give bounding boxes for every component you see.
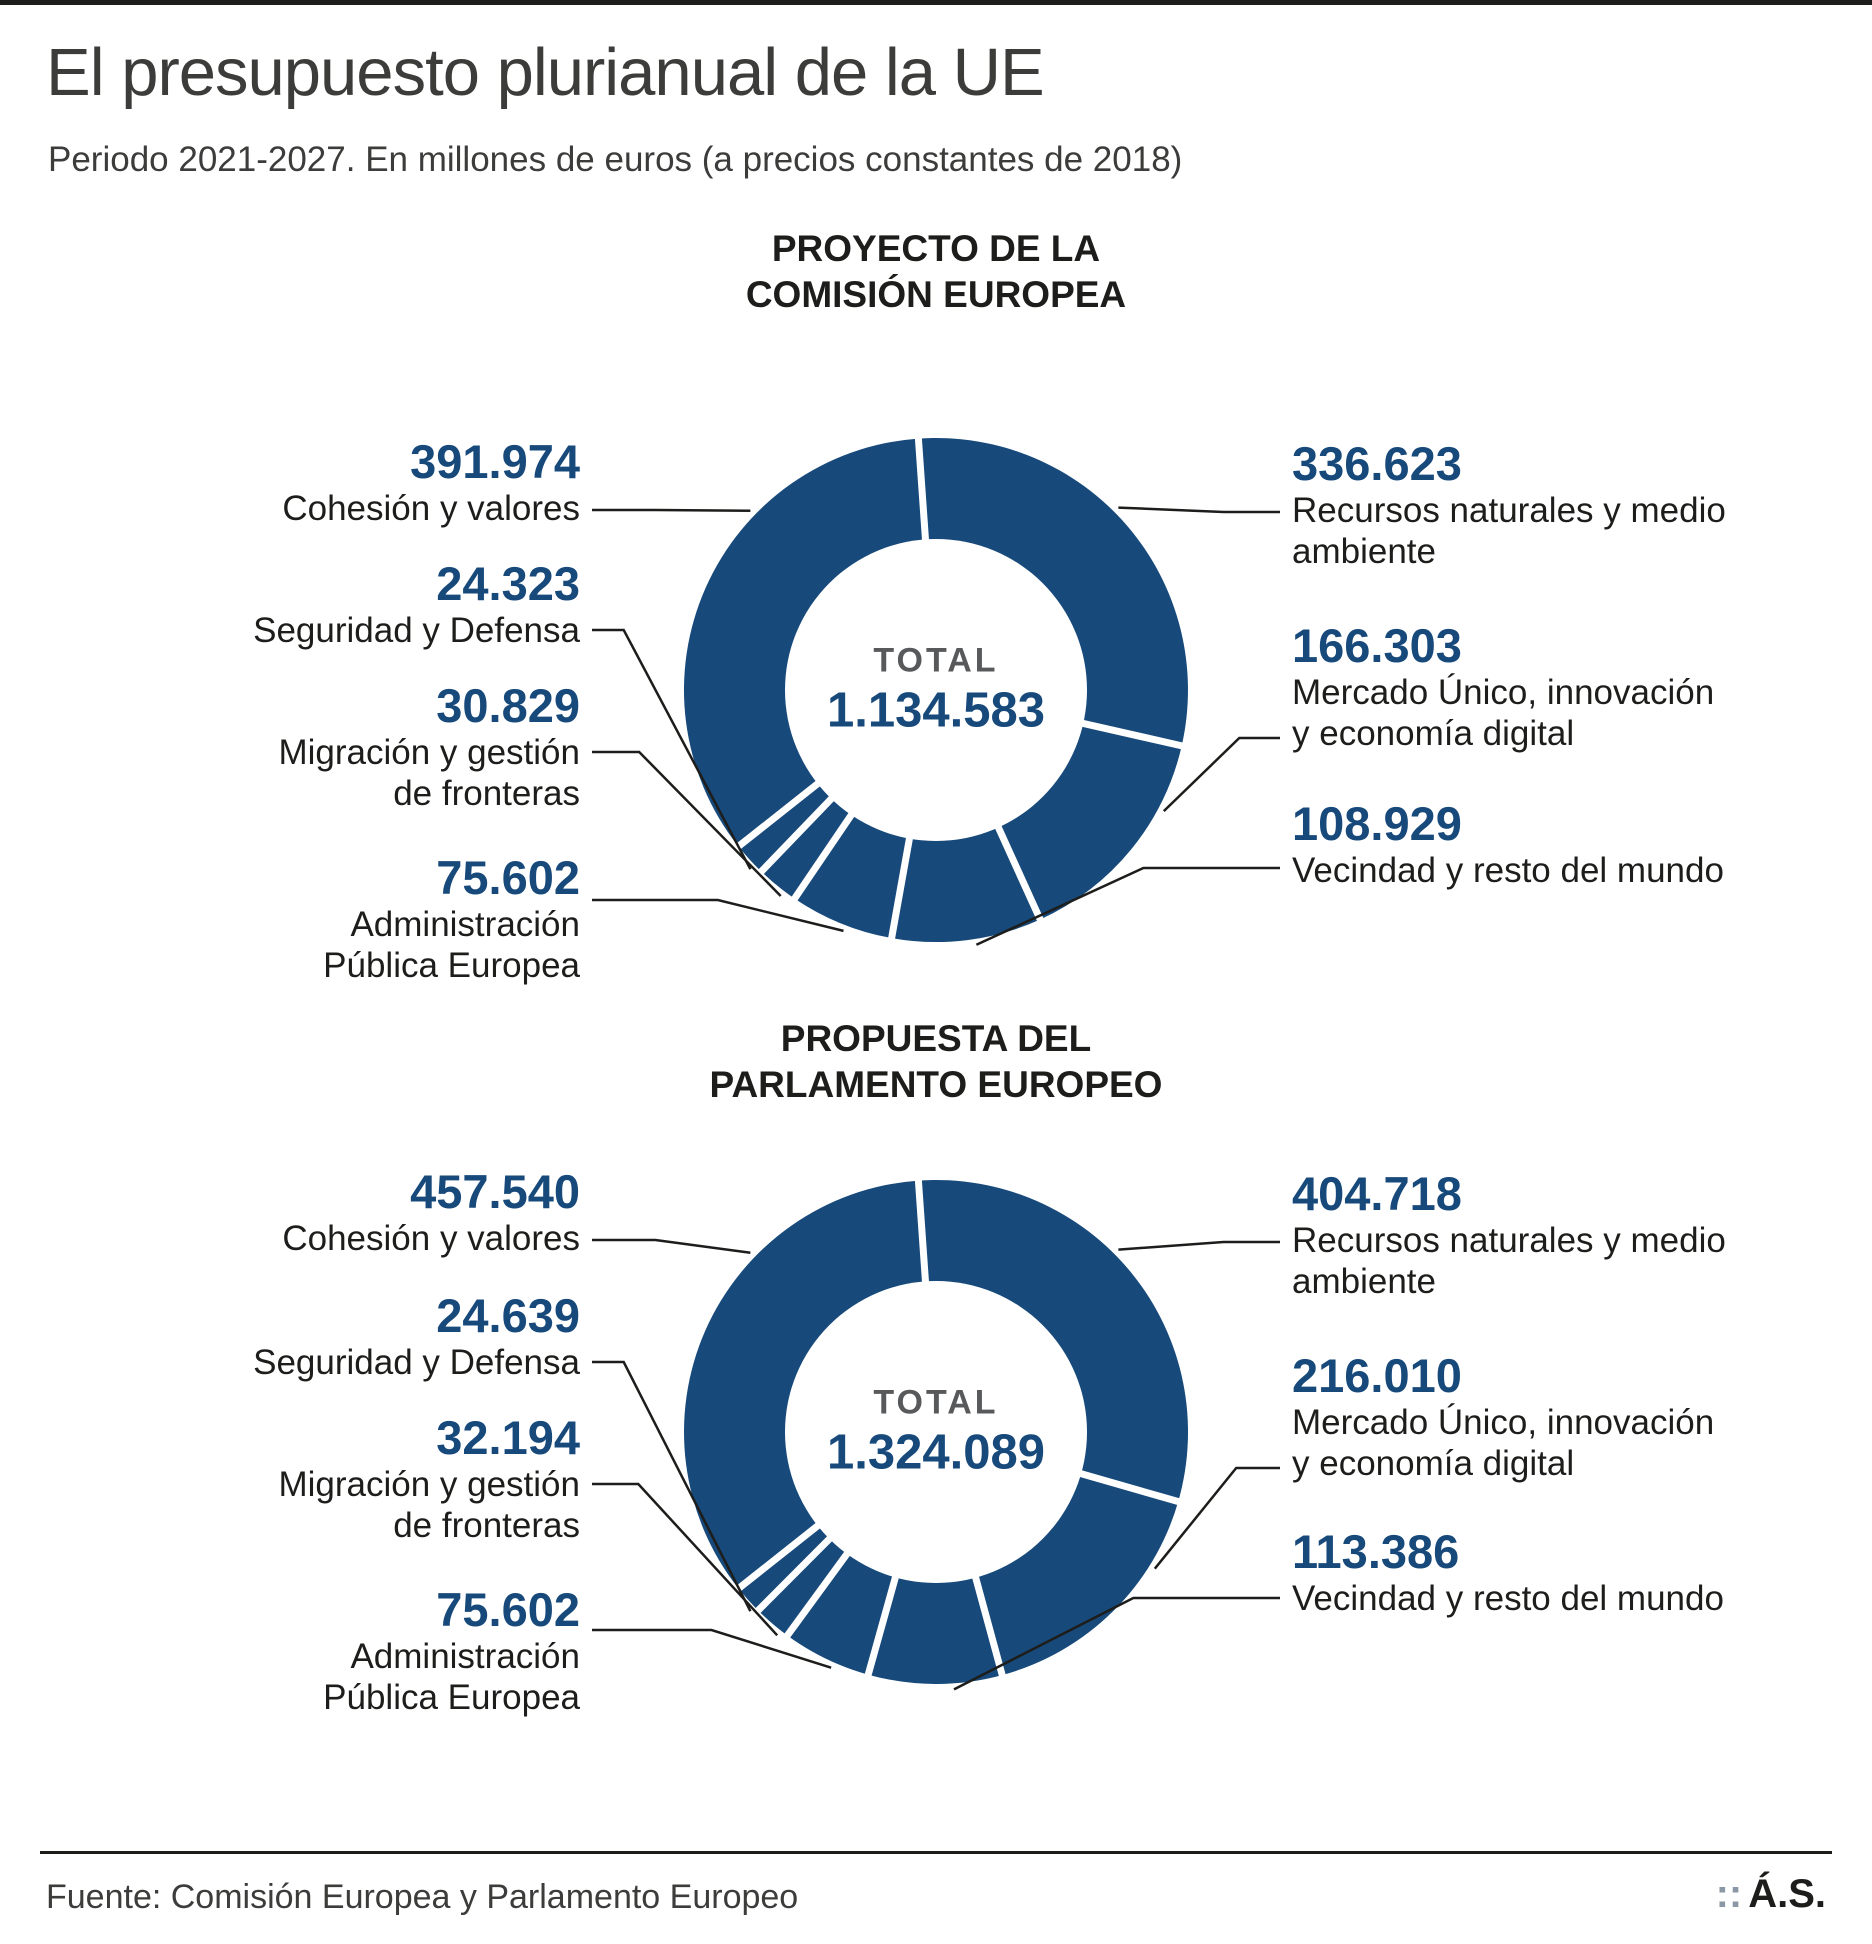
footer-rule xyxy=(40,1851,1832,1854)
segment-value: 113.386 xyxy=(1292,1525,1460,1578)
leader-line-seguridad xyxy=(592,1360,752,1612)
segment-label: Migración y gestión xyxy=(278,733,580,772)
segment-label: Migración y gestión xyxy=(278,1465,580,1504)
segment-label: Pública Europea xyxy=(323,1678,580,1717)
total-value: 1.134.583 xyxy=(827,683,1045,738)
segment-label: ambiente xyxy=(1292,1262,1436,1301)
segment-label: Administración xyxy=(350,1637,580,1676)
chart-title-commission: PROYECTO DE LA COMISIÓN EUROPEA xyxy=(0,226,1872,319)
segment-value: 457.540 xyxy=(410,1165,580,1218)
segment-value: 108.929 xyxy=(1292,797,1462,850)
segment-callout-mercado: 216.010 Mercado Único, innovación y econom… xyxy=(1292,1350,1714,1484)
segment-label: Seguridad y Defensa xyxy=(253,1343,580,1382)
page-subtitle: Periodo 2021-2027. En millones de euros … xyxy=(48,140,1183,179)
segment-value: 30.829 xyxy=(436,679,580,732)
leader-line-migracion xyxy=(592,750,782,897)
leader-line-vecindad xyxy=(953,1596,1280,1691)
chart-title-line: PROPUESTA DEL xyxy=(780,1018,1092,1059)
leader-line-mercado xyxy=(1162,736,1280,812)
segment-label: ambiente xyxy=(1292,532,1436,571)
chart-total-parliament: TOTAL 1.324.089 xyxy=(827,1384,1045,1481)
segment-callout-migracion: 32.194 Migración y gestión de fronteras xyxy=(278,1412,580,1546)
segment-callout-seguridad: 24.639 Seguridad y Defensa xyxy=(253,1290,580,1383)
page-title: El presupuesto plurianual de la UE xyxy=(46,35,1045,110)
segment-callout-admin: 75.602 Administración Pública Europea xyxy=(323,1584,580,1718)
segment-label: Administración xyxy=(350,905,580,944)
chart-title-line: PROYECTO DE LA xyxy=(771,228,1101,269)
donut-hole xyxy=(785,539,1087,841)
leader-line-mercado xyxy=(1153,1466,1280,1570)
segment-value: 75.602 xyxy=(436,1583,580,1636)
brand-name: Á.S. xyxy=(1748,1872,1826,1916)
segment-callout-migracion: 30.829 Migración y gestión de fronteras xyxy=(278,680,580,814)
chart-title-line: COMISIÓN EUROPEA xyxy=(745,274,1127,316)
segment-value: 166.303 xyxy=(1292,619,1462,672)
segment-label: Vecindad y resto del mundo xyxy=(1292,851,1724,890)
segment-label: y economía digital xyxy=(1292,1444,1575,1483)
total-label: TOTAL xyxy=(873,641,999,680)
segment-value: 404.718 xyxy=(1292,1167,1462,1220)
segment-label: Vecindad y resto del mundo xyxy=(1292,1579,1724,1618)
segment-value: 32.194 xyxy=(436,1411,580,1464)
segment-callout-vecindad: 108.929 Vecindad y resto del mundo xyxy=(1292,798,1724,891)
segment-label: Cohesión y valores xyxy=(282,489,580,528)
segment-label: Recursos naturales y medio xyxy=(1292,1221,1726,1260)
leader-line-admin xyxy=(592,1628,832,1669)
leader-line-seguridad xyxy=(592,628,752,870)
leader-line-vecindad xyxy=(975,866,1280,946)
segment-value: 75.602 xyxy=(436,851,580,904)
segment-callout-mercado: 166.303 Mercado Único, innovación y econom… xyxy=(1292,620,1714,754)
total-label: TOTAL xyxy=(873,1383,999,1422)
segment-label: Mercado Único, innovación xyxy=(1292,1403,1715,1442)
chart-total-commission: TOTAL 1.134.583 xyxy=(827,642,1045,739)
segment-callout-recursos: 404.718 Recursos naturales y medio ambient… xyxy=(1292,1168,1726,1302)
segment-callout-cohesion: 457.540 Cohesión y valores xyxy=(282,1166,580,1259)
leader-line-cohesion xyxy=(592,508,751,513)
leader-line-recursos xyxy=(1118,1240,1280,1251)
top-rule xyxy=(0,0,1872,5)
segment-value: 24.639 xyxy=(436,1289,580,1342)
segment-value: 216.010 xyxy=(1292,1349,1462,1402)
leader-line-cohesion xyxy=(592,1238,751,1255)
segment-label: de fronteras xyxy=(393,774,580,813)
donut-hole xyxy=(785,1281,1087,1583)
segment-callout-recursos: 336.623 Recursos naturales y medio ambient… xyxy=(1292,438,1726,572)
segment-label: Cohesión y valores xyxy=(282,1219,580,1258)
segment-value: 24.323 xyxy=(436,557,580,610)
segment-callout-vecindad: 113.386 Vecindad y resto del mundo xyxy=(1292,1526,1724,1619)
segment-label: y economía digital xyxy=(1292,714,1575,753)
segment-label: de fronteras xyxy=(393,1506,580,1545)
segment-label: Mercado Único, innovación xyxy=(1292,673,1715,712)
segment-callout-cohesion: 391.974 Cohesión y valores xyxy=(282,436,580,529)
segment-value: 336.623 xyxy=(1292,437,1462,490)
leader-line-admin xyxy=(592,898,844,933)
leader-line-recursos xyxy=(1118,506,1280,514)
leader-line-migracion xyxy=(592,1482,779,1637)
segment-label: Pública Europea xyxy=(323,946,580,985)
segment-callout-admin: 75.602 Administración Pública Europea xyxy=(323,852,580,986)
segment-value: 391.974 xyxy=(410,435,580,488)
total-value: 1.324.089 xyxy=(827,1425,1045,1480)
chart-title-line: PARLAMENTO EUROPEO xyxy=(709,1064,1163,1106)
chart-title-parliament: PROPUESTA DEL PARLAMENTO EUROPEO xyxy=(0,1016,1872,1109)
segment-label: Recursos naturales y medio xyxy=(1292,491,1726,530)
source-note: Fuente: Comisión Europea y Parlamento Eu… xyxy=(46,1878,799,1916)
brand-dots-icon: :: xyxy=(1715,1872,1743,1916)
segment-label: Seguridad y Defensa xyxy=(253,611,580,650)
segment-callout-seguridad: 24.323 Seguridad y Defensa xyxy=(253,558,580,651)
brand-logo: :: Á.S. xyxy=(1716,1872,1826,1917)
